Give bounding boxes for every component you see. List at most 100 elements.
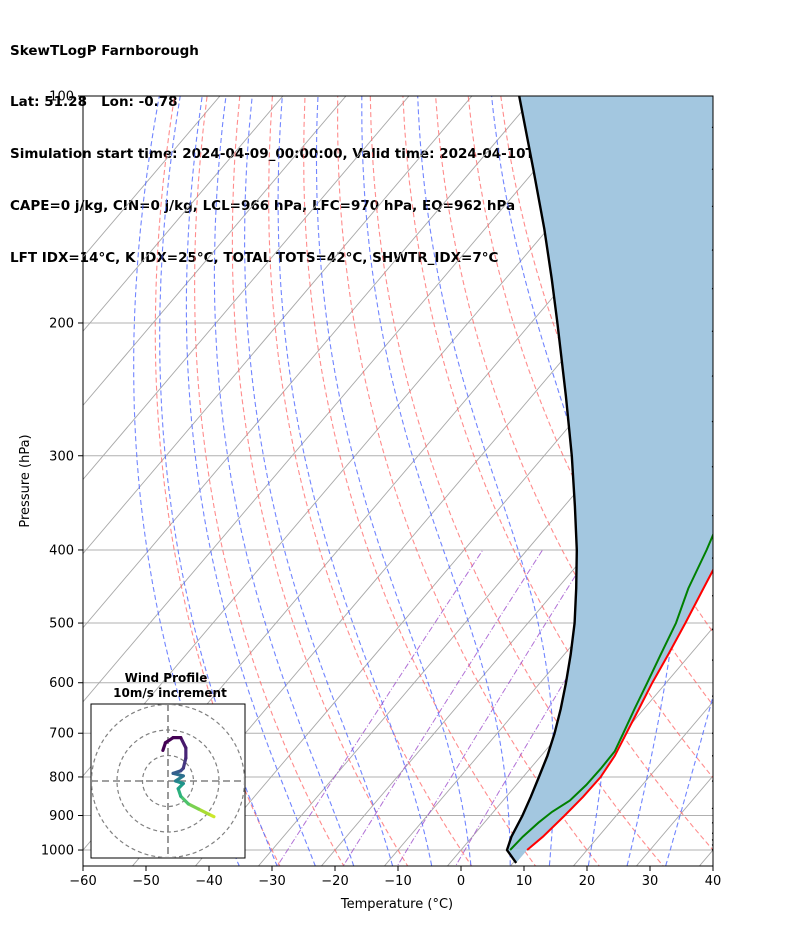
barb-flag [749, 682, 752, 696]
moist-adiabat [277, 96, 433, 866]
barb-half-flag [740, 819, 745, 824]
dry-adiabat [750, 62, 794, 882]
wind-barb [711, 329, 755, 346]
barb-half-flag [744, 653, 746, 660]
barb-half-flag [737, 209, 741, 215]
dry-adiabat [782, 62, 794, 882]
x-tick-label: −60 [69, 874, 96, 889]
barb-flag [740, 427, 750, 438]
barb-flag [749, 742, 752, 756]
barb-flag [737, 247, 745, 259]
wind-barb [712, 582, 747, 597]
barb-half-flag [733, 290, 737, 296]
barb-half-flag [742, 132, 746, 138]
isotherm-line [83, 96, 536, 629]
barb-flag [732, 374, 741, 385]
moist-adiabat [417, 96, 555, 866]
wind-barb [712, 742, 752, 757]
barb-flag [736, 331, 745, 342]
x-tick-label: −50 [132, 874, 159, 889]
dry-adiabat [303, 96, 537, 866]
wind-barb [712, 682, 752, 697]
barb-half-flag [744, 826, 746, 833]
hodograph [91, 704, 245, 858]
barb-half-flag [744, 623, 746, 630]
barb-shaft [711, 126, 713, 129]
dry-adiabat [467, 96, 713, 707]
barb-flag [744, 816, 754, 827]
wind-barb [711, 168, 750, 180]
barb-shaft [711, 249, 713, 251]
dry-adiabat [435, 96, 713, 779]
wind-barb [712, 726, 746, 734]
barb-flag [732, 329, 741, 340]
barb-flag [746, 335, 755, 346]
isotherm-line [83, 96, 473, 555]
moist-adiabat [315, 96, 472, 866]
barb-half-flag [733, 251, 737, 257]
mixing-ratio-line [396, 549, 592, 866]
chart-title-block: SkewTLogP Farnborough Lat: 51.28 Lon: -0… [10, 8, 626, 285]
barb-shaft [711, 420, 713, 423]
axis-ticks: −60 −50 −40 −30 −20 −10 0 10 20 30 40 1000 900 800 700… [41, 90, 721, 890]
barb-flag [742, 287, 750, 299]
isotherm-line [83, 96, 347, 407]
plot-area [83, 61, 794, 882]
dewpoint-line [509, 532, 713, 851]
barb-flag [749, 616, 752, 630]
x-tick-label: −40 [195, 874, 222, 889]
barb-half-flag [744, 780, 747, 787]
y-tick-label: 300 [49, 449, 74, 464]
barb-shaft [711, 844, 713, 846]
chart-title: SkewTLogP Farnborough [10, 42, 199, 59]
x-tick-label: 30 [642, 874, 659, 889]
y-tick-label: 900 [49, 809, 74, 824]
y-tick-label: 800 [49, 770, 74, 785]
barb-flag [741, 378, 750, 389]
temperature-line [526, 568, 713, 851]
barb-half-flag [744, 726, 746, 733]
hodograph-segment [186, 802, 201, 811]
isotherm-line [194, 256, 713, 866]
barb-half-flag [744, 822, 747, 829]
inset-subtitle: 10m/s increment [113, 686, 227, 700]
barb-shaft [711, 375, 713, 377]
barb-flag [744, 582, 747, 596]
barb-half-flag [744, 554, 746, 561]
dry-adiabat [369, 96, 664, 866]
x-tick-label: −20 [321, 874, 348, 889]
data-lines [505, 96, 713, 864]
wind-barb [711, 286, 750, 299]
mixing-ratio-line [342, 549, 543, 866]
wind-barb [711, 126, 746, 138]
isotherm-line [83, 96, 599, 703]
moist-adiabat [159, 96, 278, 866]
barb-flag [742, 168, 750, 180]
barb-flag [748, 509, 753, 522]
barb-flag [737, 286, 745, 298]
dry-adiabat [268, 96, 473, 866]
wind-barb [712, 616, 752, 631]
y-tick-label: 100 [49, 90, 74, 105]
y-tick-label: 200 [49, 316, 74, 331]
isotherm-line [749, 61, 794, 881]
barb-flag [747, 207, 755, 219]
barb-shaft [711, 205, 713, 208]
barb-shaft [711, 780, 713, 782]
isotherm-line [572, 701, 713, 866]
moist-adiabat [665, 694, 713, 866]
x-tick-label: 10 [516, 874, 533, 889]
barb-flag [749, 819, 752, 833]
hodograph-segment [179, 736, 188, 750]
hodograph-segment [181, 756, 188, 770]
wind-barb [711, 554, 746, 561]
wind-barb [712, 653, 746, 661]
wind-barb [711, 780, 747, 787]
barb-shaft [711, 168, 713, 171]
wind-barbs [711, 126, 755, 851]
barb-shaft [711, 822, 713, 824]
wind-barb [711, 839, 713, 841]
isotherm-line [83, 96, 221, 258]
y-tick-label: 500 [49, 617, 74, 632]
